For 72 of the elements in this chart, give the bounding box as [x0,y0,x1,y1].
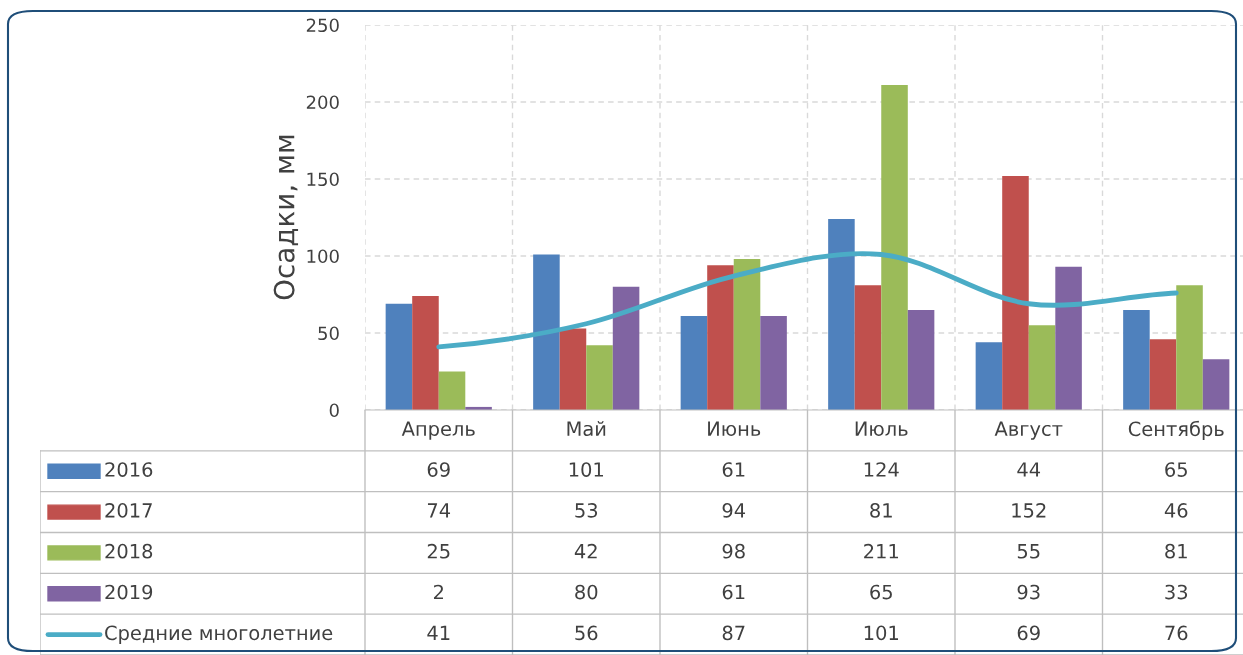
bar [707,265,734,410]
bar [733,259,761,410]
data-label: 76 [1165,625,1188,641]
data-label: 42 [574,543,597,559]
bar [412,296,439,410]
x-tick-label: Июль [855,421,908,437]
x-tick-label: Август [994,421,1063,440]
bar [612,286,640,410]
y-tick-label: 0 [329,403,339,418]
data-label: 65 [870,584,892,600]
bar [559,328,587,410]
data-label: 81 [870,503,892,518]
bar [828,219,855,410]
bar [586,345,613,410]
bar [1149,339,1177,410]
bar [975,342,1003,410]
x-tick-label: Июнь [708,421,761,437]
x-tick-label: Сентябрь [1128,420,1224,440]
legend-label: 2018 [105,543,153,559]
data-label: 74 [427,503,451,518]
data-label: 2 [433,584,443,600]
y-axis-title: Осадки, мм [273,135,299,300]
data-label: 101 [864,625,899,641]
data-label: 94 [722,503,746,518]
bar [533,254,560,410]
x-tick-label: Апрель [401,421,475,440]
y-tick-label: 100 [307,249,339,264]
y-tick-label: 200 [306,95,339,110]
data-label: 44 [1017,462,1041,477]
data-label: 61 [722,584,745,600]
data-label: 101 [569,462,604,477]
data-label: 65 [1165,462,1187,477]
y-tick-label: 250 [306,18,339,33]
legend-label: 2016 [105,462,153,477]
bar [881,85,908,410]
bar [680,316,708,410]
bar [1202,359,1230,410]
bar [1055,266,1082,410]
data-label: 98 [722,543,745,559]
data-label: 80 [575,584,598,600]
data-label: 41 [427,625,450,640]
legend-label: 2017 [105,503,152,518]
data-label: 69 [427,462,450,477]
bar [1123,309,1150,410]
y-tick-label: 50 [318,326,339,341]
bar [760,316,787,410]
data-label: 69 [1017,625,1040,641]
bar [1028,325,1056,410]
data-label: 87 [722,625,745,641]
data-label: 25 [427,543,450,559]
data-label: 46 [1164,503,1188,518]
data-label: 124 [864,462,899,477]
bar [854,285,882,410]
bar [438,371,466,410]
data-label: 55 [1017,544,1040,559]
data-label: 56 [575,625,598,641]
data-label: 61 [722,462,745,477]
line-series [436,251,1179,350]
data-label: 211 [864,543,899,559]
data-label: 53 [575,503,598,518]
data-label: 33 [1165,584,1188,600]
bar [907,309,935,410]
legend-label: 2019 [105,584,153,600]
data-label: 152 [1012,503,1046,518]
bar [1002,175,1029,410]
bar [385,303,413,410]
legend-label: Средние многолетние [105,625,333,644]
data-label: 93 [1017,584,1040,600]
bar [1176,285,1203,410]
data-label: 81 [1165,543,1187,559]
y-tick-label: 150 [307,172,339,187]
x-tick-label: Май [567,421,606,437]
